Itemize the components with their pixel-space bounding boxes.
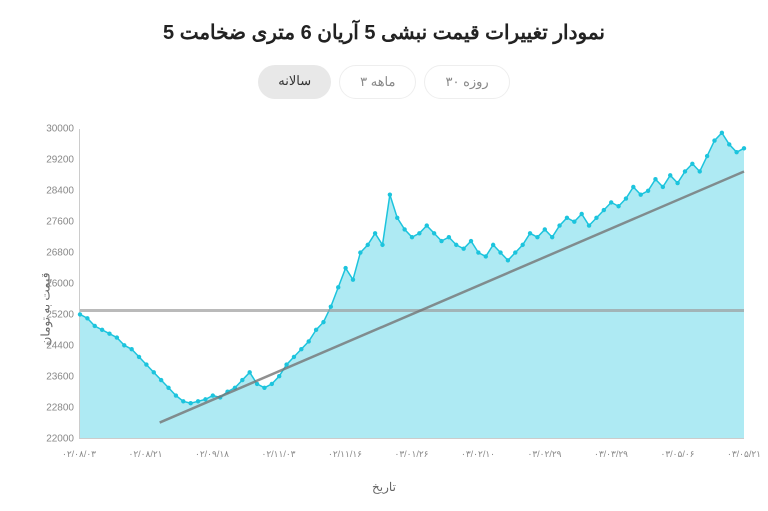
tab-30day[interactable]: ۳۰ روزه [424, 65, 509, 99]
y-axis-ticks: 2200022800236002440025200260002680027600… [34, 129, 74, 439]
period-tabs: سالانه ۳ ماهه ۳۰ روزه [10, 65, 758, 99]
x-axis-ticks: ۰۲/۰۸/۰۳۰۲/۰۸/۲۱۰۲/۰۹/۱۸۰۲/۱۱/۰۳۰۲/۱۱/۱۶… [79, 449, 744, 469]
plot-area [79, 129, 744, 439]
x-axis-label: تاریخ [372, 480, 396, 494]
chart-container: قیمت به تومان تاریخ 22000228002360024400… [14, 119, 754, 499]
tab-3month[interactable]: ۳ ماهه [339, 65, 416, 99]
chart-title: نمودار تغییرات قیمت نبشی 5 آریان 6 متری … [10, 20, 758, 45]
tab-yearly[interactable]: سالانه [258, 65, 331, 99]
